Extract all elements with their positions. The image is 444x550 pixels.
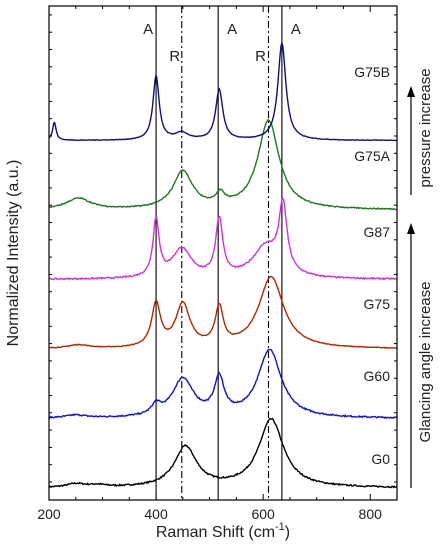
pressure-increase-label: pressure increase [417,68,434,187]
peak-letter-a-635: A [291,21,301,38]
series-label-g87: G87 [364,224,391,240]
series-label-g60: G60 [364,368,391,384]
x-tick-label-200: 200 [37,506,61,522]
series-label-g75a: G75A [354,148,390,164]
series-line-g87 [49,197,397,281]
axis-ticks [48,6,398,500]
peak-letter-r-610: R [255,48,266,65]
pressure-arrow [407,86,415,195]
x-tick-label-400: 400 [144,506,168,522]
series-line-g60 [49,348,397,420]
x-tick-label-800: 800 [359,506,383,522]
peak-letter-r-448: R [169,48,180,65]
series-label-g75b: G75B [354,64,390,80]
peak-letter-a-516: A [227,21,237,38]
series-line-g0 [49,417,397,489]
y-axis-title: Normalized Intensity (a.u.) [5,160,22,347]
series-line-g75 [49,276,397,349]
angle-arrow [407,223,415,488]
glancing-angle-increase-label: Glancing angle increase [417,282,434,443]
plot-frame [48,5,398,501]
reference-lines [155,6,283,500]
series-line-g75b [49,40,397,142]
series-line-g75a [49,118,397,211]
series-label-g0: G0 [371,451,390,467]
peak-letter-a-400: A [143,21,153,38]
series-label-g75: G75 [364,296,391,312]
x-axis-title: Raman Shift (cm-1) [156,521,290,541]
series-group [49,40,397,489]
x-tick-label-600: 600 [251,506,275,522]
